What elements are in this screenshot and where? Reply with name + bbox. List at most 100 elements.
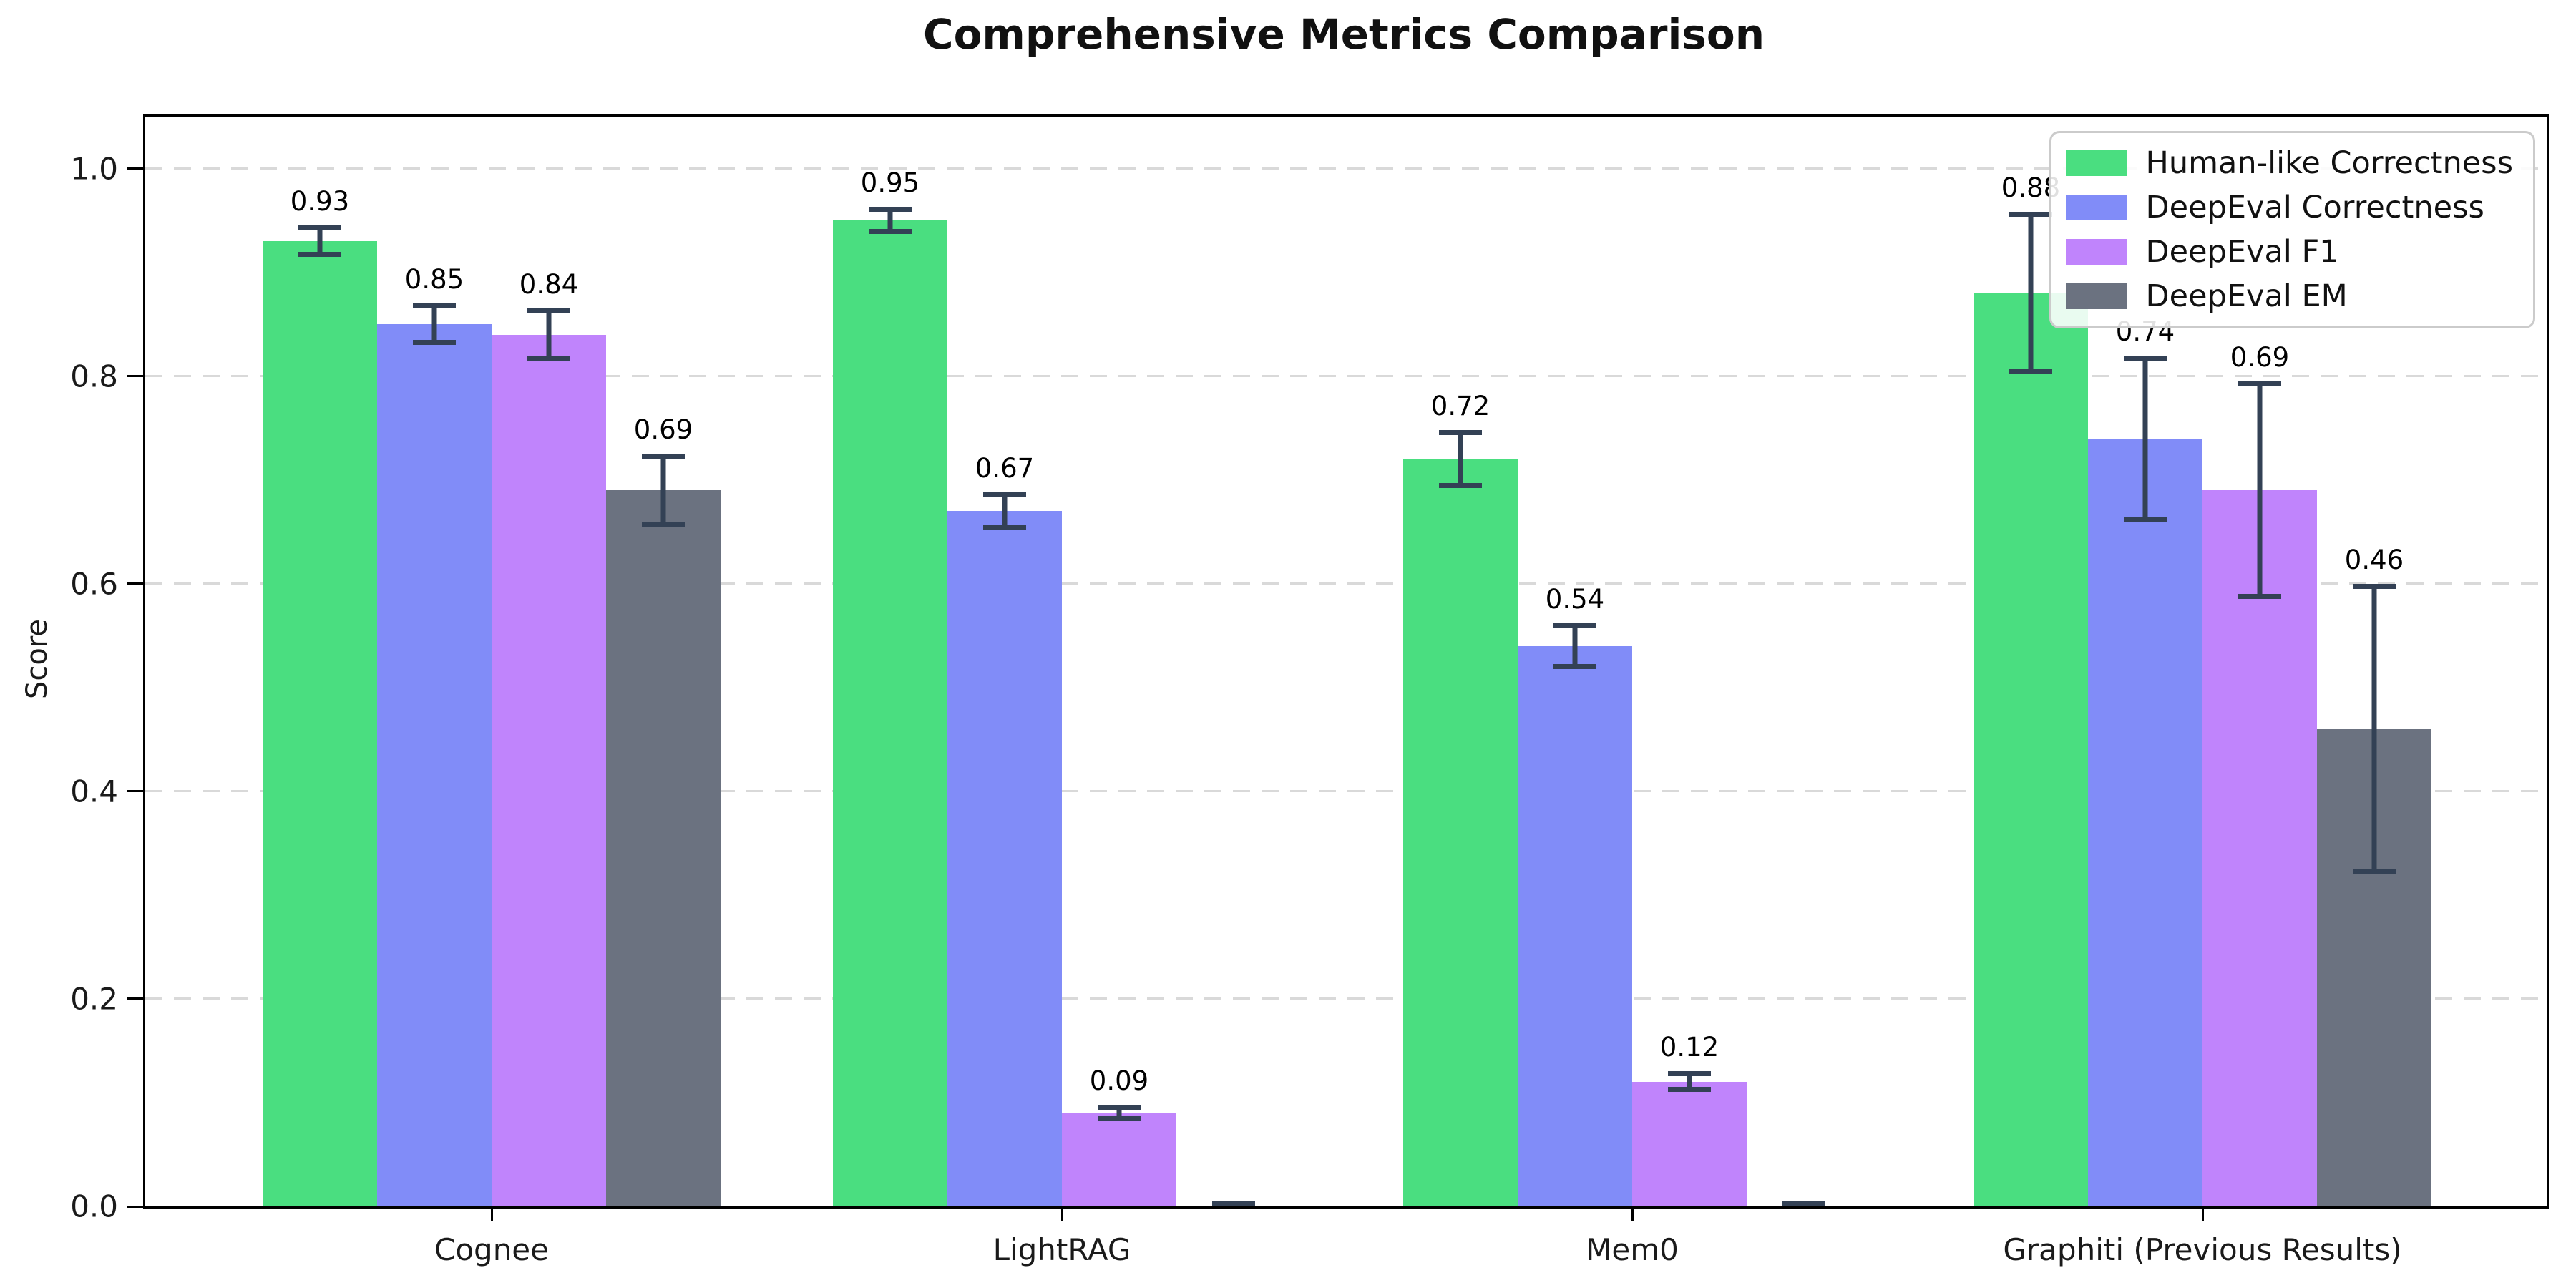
error-bar-cap-top — [2009, 212, 2052, 218]
legend-item: DeepEval EM — [2065, 278, 2513, 315]
y-tick-mark — [127, 582, 143, 585]
error-bar — [869, 207, 912, 234]
legend-label: Human-like Correctness — [2145, 145, 2513, 181]
error-bar-line — [2371, 583, 2377, 874]
error-bar-line — [1002, 492, 1008, 530]
error-bar — [2124, 355, 2167, 522]
y-gridline — [145, 167, 2547, 170]
bar-value-label: 0.69 — [2230, 341, 2290, 373]
y-gridline — [145, 790, 2547, 793]
error-bar-cap-top — [869, 207, 912, 213]
error-bar — [1553, 623, 1596, 669]
error-bar-cap-top — [1098, 1104, 1141, 1110]
y-gridline — [145, 997, 2547, 1000]
error-bar — [1098, 1104, 1141, 1122]
error-bar — [1212, 1201, 1255, 1206]
y-tick-label: 0.8 — [70, 358, 118, 394]
y-tick-mark — [127, 997, 143, 1000]
error-bar-cap-bottom — [298, 251, 341, 257]
bar — [377, 324, 492, 1206]
error-bar-line — [1572, 623, 1578, 669]
legend-label: DeepEval F1 — [2145, 234, 2339, 270]
error-bar-cap-bottom — [413, 340, 456, 346]
legend-item: DeepEval F1 — [2065, 233, 2513, 270]
bar-value-label: 0.09 — [1089, 1065, 1149, 1096]
error-bar-cap-top — [413, 303, 456, 309]
error-bar — [2353, 583, 2396, 874]
error-bar — [298, 225, 341, 257]
error-bar-cap-top — [2353, 583, 2396, 589]
x-tick-label: LightRAG — [992, 1232, 1131, 1267]
legend-item: Human-like Correctness — [2065, 145, 2513, 182]
bar — [1403, 459, 1518, 1206]
bar-value-label: 0.46 — [2344, 544, 2404, 575]
bar-value-label: 0.72 — [1430, 391, 1491, 422]
bar — [263, 241, 377, 1206]
legend-swatch — [2065, 239, 2127, 265]
y-gridline — [145, 582, 2547, 585]
error-bar — [413, 303, 456, 346]
error-bar — [642, 454, 685, 527]
chart-title: Comprehensive Metrics Comparison — [923, 10, 1765, 59]
error-bar-line — [2028, 212, 2034, 374]
x-tick-label: Mem0 — [1586, 1232, 1679, 1267]
error-bar-line — [660, 454, 666, 527]
error-bar-cap-bottom — [1668, 1087, 1711, 1093]
error-bar — [983, 492, 1026, 530]
bar — [2202, 490, 2317, 1206]
bar-value-label: 0.84 — [519, 269, 579, 301]
y-tick-label: 1.0 — [70, 151, 118, 187]
error-bar-cap-bottom — [2353, 869, 2396, 874]
error-bar — [527, 308, 570, 361]
error-bar-cap-top — [1439, 430, 1482, 436]
error-bar-cap-top — [298, 225, 341, 231]
x-tick-mark — [490, 1206, 493, 1221]
error-bar-line — [546, 308, 552, 361]
bar — [606, 490, 721, 1206]
y-gridline — [145, 375, 2547, 378]
legend-label: DeepEval EM — [2145, 278, 2348, 314]
y-axis-label: Score — [21, 618, 54, 700]
error-bar-cap-top — [527, 308, 570, 314]
y-tick-label: 0.4 — [70, 774, 118, 809]
error-bar-cap-bottom — [983, 525, 1026, 530]
error-bar-cap-bottom — [869, 228, 912, 234]
error-bar-cap-bottom — [1098, 1116, 1141, 1122]
x-tick-mark — [1631, 1206, 1634, 1221]
bar — [947, 511, 1062, 1206]
legend: Human-like Correctness DeepEval Correctne… — [2049, 131, 2535, 328]
bar-value-label: 0.12 — [1659, 1032, 1719, 1063]
bar-value-label: 0.85 — [404, 264, 464, 296]
legend-swatch — [2065, 195, 2127, 220]
error-bar-line — [2257, 381, 2263, 600]
y-tick-mark — [127, 1205, 143, 1208]
y-tick-label: 0.2 — [70, 981, 118, 1017]
error-bar-cap-top — [2238, 381, 2281, 386]
x-tick-label: Graphiti (Previous Results) — [2003, 1232, 2402, 1267]
bar-value-label: 0.67 — [975, 453, 1035, 484]
error-bar-cap-top — [2124, 355, 2167, 361]
error-bar-cap-bottom — [1439, 483, 1482, 489]
legend-label: DeepEval Correctness — [2145, 190, 2484, 225]
error-bar — [1439, 430, 1482, 489]
bar-value-label: 0.54 — [1545, 583, 1605, 615]
x-tick-mark — [2201, 1206, 2204, 1221]
error-bar-cap-bottom — [527, 355, 570, 361]
legend-swatch — [2065, 150, 2127, 176]
error-bar-cap-top — [983, 492, 1026, 498]
bar — [833, 220, 947, 1206]
error-bar-line — [2142, 355, 2148, 522]
legend-item: DeepEval Correctness — [2065, 189, 2513, 226]
bar — [1974, 293, 2088, 1206]
plot-area: Human-like Correctness DeepEval Correctne… — [70, 114, 2549, 1267]
bar-value-label: 0.95 — [860, 167, 920, 199]
bar — [2088, 438, 2202, 1206]
error-bar-cap-top — [1668, 1071, 1711, 1077]
error-bar-cap-bottom — [1782, 1201, 1825, 1206]
error-bar-line — [431, 303, 437, 346]
y-tick-mark — [127, 167, 143, 170]
error-bar-cap-bottom — [2238, 594, 2281, 600]
error-bar-line — [317, 225, 323, 257]
error-bar-cap-top — [642, 454, 685, 459]
bar-value-label: 0.93 — [290, 186, 350, 218]
